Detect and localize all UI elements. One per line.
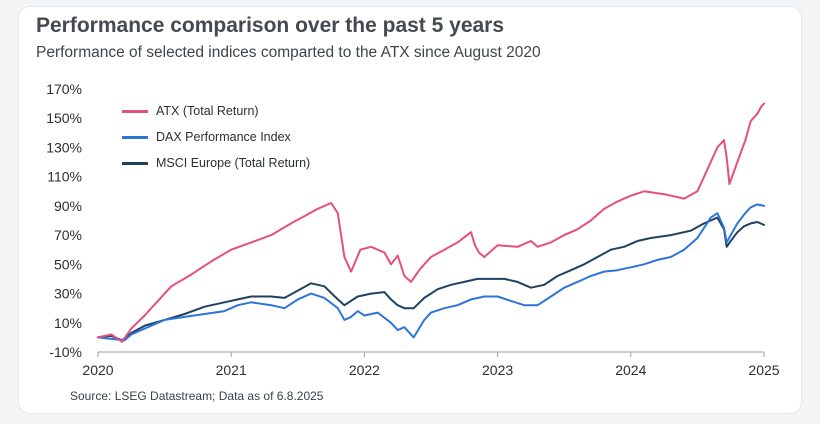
- y-tick-label: 130%: [46, 139, 82, 155]
- legend-swatch-msci: [122, 161, 148, 165]
- series-line-dax: [97, 203, 765, 342]
- chart-title: Performance comparison over the past 5 y…: [36, 14, 505, 37]
- legend-item-dax: DAX Performance Index: [122, 124, 310, 150]
- y-tick-label: -10%: [49, 344, 82, 360]
- legend-item-msci: MSCI Europe (Total Return): [122, 150, 310, 176]
- legend-swatch-atx: [122, 109, 148, 113]
- x-tick-label: 2020: [82, 362, 113, 378]
- y-tick-label: 170%: [46, 81, 82, 97]
- x-tick-label: 2024: [615, 362, 646, 378]
- x-tick-label: 2025: [748, 362, 779, 378]
- y-tick-label: 90%: [54, 198, 82, 214]
- y-tick-label: 30%: [54, 286, 82, 302]
- y-tick-label: 150%: [46, 110, 82, 126]
- legend-item-atx: ATX (Total Return): [122, 98, 310, 124]
- source-note: Source: LSEG Datastream; Data as of 6.8.…: [70, 389, 324, 403]
- chart-card: [18, 6, 802, 414]
- legend-label-dax: DAX Performance Index: [156, 130, 291, 144]
- series-line-msci: [97, 216, 765, 342]
- y-tick-label: 10%: [54, 315, 82, 331]
- series-line-atx: [97, 102, 765, 343]
- legend-swatch-dax: [122, 135, 148, 139]
- x-tick-label: 2022: [349, 362, 380, 378]
- chart-subtitle: Performance of selected indices comparte…: [36, 44, 541, 61]
- y-tick-label: 110%: [47, 169, 82, 185]
- legend-label-msci: MSCI Europe (Total Return): [156, 156, 311, 170]
- x-tick-label: 2021: [216, 362, 247, 378]
- x-tick-label: 2023: [482, 362, 513, 378]
- y-tick-label: 50%: [54, 256, 82, 272]
- y-tick-label: 70%: [54, 227, 82, 243]
- chart-legend: ATX (Total Return) DAX Performance Index…: [122, 98, 310, 176]
- legend-label-atx: ATX (Total Return): [156, 104, 259, 118]
